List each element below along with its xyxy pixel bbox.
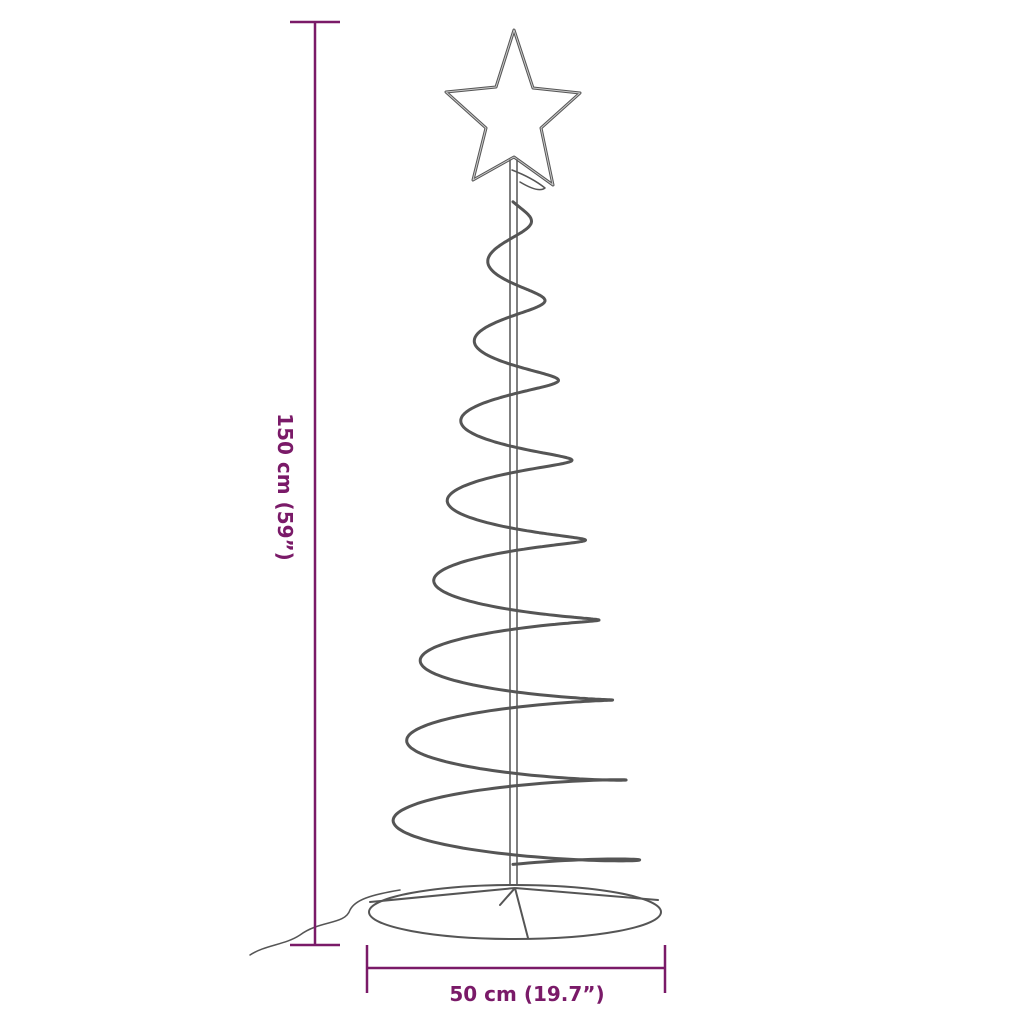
star-icon: [444, 28, 582, 187]
height-dimension-label: 150 cm (59”): [273, 413, 297, 561]
star-cable: [511, 169, 546, 191]
base-ring: [368, 884, 662, 940]
base-legs: [369, 887, 659, 939]
width-dimension-label: 50 cm (19.7”): [449, 982, 605, 1006]
power-cable: [249, 889, 401, 956]
star-inner-outline: [445, 29, 581, 186]
spiral-light-strip: [391, 200, 642, 866]
